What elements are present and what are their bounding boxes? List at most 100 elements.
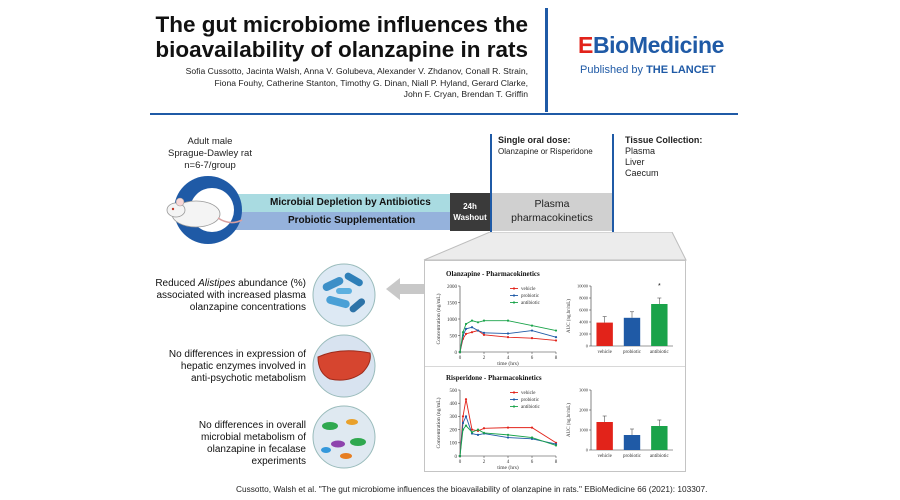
- data-point-vehicle: [530, 426, 534, 429]
- chart-title: Olanzapine - Pharmacokinetics: [446, 270, 540, 278]
- finding-line: microbial metabolism of: [200, 432, 306, 443]
- washout-duration: 24h: [463, 202, 477, 211]
- y-tick-label: 2000: [447, 285, 458, 290]
- authors-line: Sofia Cussotto, Jacinta Walsh, Anna V. G…: [185, 66, 528, 76]
- x-tick-label: 2: [483, 356, 486, 361]
- data-point-vehicle: [482, 333, 486, 336]
- category-label-antibiotic: antibiotic: [650, 454, 670, 459]
- tissue-timeline-line: [612, 134, 614, 232]
- data-point-antibiotic: [458, 454, 462, 458]
- data-point-antibiotic: [476, 321, 480, 324]
- data-point-vehicle: [482, 427, 486, 430]
- subject-description: Adult male Sprague-Dawley rat n=6-7/grou…: [160, 136, 260, 172]
- data-point-antibiotic: [530, 324, 534, 327]
- data-point-antibiotic: [506, 433, 510, 436]
- tissue-info: Tissue Collection: Plasma Liver Caecum: [625, 135, 702, 179]
- y-tick-label: 10000: [577, 284, 589, 289]
- y-tick-label: 400: [450, 402, 458, 407]
- y-tick-label: 2000: [579, 408, 589, 413]
- rat-illustration: [166, 176, 243, 244]
- data-point-antibiotic: [482, 431, 486, 434]
- y-tick-label: 1500: [447, 301, 458, 306]
- finding-line: associated with increased plasma: [156, 290, 306, 301]
- legend-label-vehicle: vehicle: [521, 287, 536, 292]
- legend-label-antibiotic: antibiotic: [521, 405, 541, 410]
- legend-marker-vehicle: [512, 287, 516, 290]
- data-point-vehicle: [554, 339, 558, 342]
- data-point-antibiotic: [506, 319, 510, 322]
- data-point-antibiotic: [530, 436, 534, 439]
- rat-eye: [171, 207, 175, 211]
- data-point-antibiotic: [476, 428, 480, 431]
- risperidone-pk-chart: Risperidone - Pharmacokinetics 0 100 200 300…: [435, 374, 558, 470]
- finding-genus: Alistipes: [198, 278, 236, 289]
- data-point-vehicle: [464, 398, 468, 401]
- journal-logo: EBioMedicine: [578, 32, 724, 59]
- author-list: Sofia Cussotto, Jacinta Walsh, Anna V. G…: [150, 66, 528, 101]
- pk-label: Plasma pharmacokinetics: [492, 197, 612, 225]
- results-connector: [423, 232, 687, 261]
- y-tick-label: 3000: [579, 388, 589, 393]
- data-point-vehicle: [506, 426, 510, 429]
- y-tick-label: 100: [450, 442, 458, 447]
- y-tick-label: 0: [455, 351, 458, 356]
- data-point-antibiotic: [461, 428, 465, 431]
- legend-marker-probiotic: [512, 398, 516, 401]
- x-tick-label: 0: [459, 356, 462, 361]
- y-tick-label: 2000: [579, 332, 589, 337]
- published-by-text: Published by: [580, 64, 643, 76]
- y-tick-label: 0: [586, 448, 589, 453]
- subject-line: Adult male: [187, 136, 233, 147]
- data-point-antibiotic: [461, 331, 465, 334]
- bacteria-icon: [312, 263, 376, 327]
- data-point-vehicle: [461, 415, 465, 418]
- lancet-name: THE LANCET: [646, 64, 716, 76]
- data-point-antibiotic: [470, 431, 474, 434]
- y-axis-label: Concentration (ng/mL): [435, 293, 442, 344]
- y-tick-label: 300: [450, 415, 458, 420]
- data-point-probiotic: [476, 329, 480, 332]
- publisher-line: Published by THE LANCET: [580, 64, 716, 76]
- y-tick-label: 1000: [447, 318, 458, 323]
- data-point-probiotic: [464, 415, 468, 418]
- tissue-title: Tissue Collection:: [625, 135, 703, 145]
- category-label-probiotic: probiotic: [623, 350, 642, 355]
- bar-vehicle: [596, 422, 613, 450]
- dose-timeline-line: [490, 134, 492, 232]
- data-point-antibiotic: [554, 444, 558, 447]
- y-tick-label: 6000: [579, 308, 589, 313]
- arrow-left-icon: [386, 278, 428, 300]
- data-point-vehicle: [506, 336, 510, 339]
- y-tick-label: 0: [455, 455, 458, 460]
- finding-line: anti-psychotic metabolism: [190, 373, 306, 384]
- x-tick-label: 4: [507, 460, 510, 465]
- data-point-probiotic: [464, 327, 468, 330]
- tissue-item: Liver: [625, 157, 645, 167]
- finding-liver: No differences in expression of hepatic …: [130, 349, 306, 385]
- x-tick-label: 6: [531, 460, 534, 465]
- legend-marker-antibiotic: [512, 301, 516, 304]
- data-point-probiotic: [476, 433, 480, 436]
- x-tick-label: 8: [555, 460, 558, 465]
- finding-microbiome: Reduced Alistipes abundance (%) associat…: [130, 278, 306, 314]
- journal-logo-bio: Bio: [592, 32, 629, 58]
- y-axis-label: AUC (ng.hr/mL): [567, 403, 572, 437]
- data-point-antibiotic: [458, 350, 462, 354]
- data-point-probiotic: [506, 436, 510, 439]
- rat-ear: [175, 197, 185, 207]
- data-point-probiotic: [530, 329, 534, 332]
- washout-box: 24h Washout: [450, 193, 490, 231]
- pk-line: pharmacokinetics: [511, 212, 593, 224]
- data-point-vehicle: [470, 428, 474, 431]
- data-point-probiotic: [506, 332, 510, 335]
- antibiotic-treatment-label: Microbial Depletion by Antibiotics: [270, 197, 431, 208]
- data-point-vehicle: [530, 337, 534, 340]
- probiotic-band: [232, 212, 450, 230]
- data-point-probiotic: [554, 336, 558, 339]
- y-tick-label: 1000: [579, 428, 589, 433]
- x-tick-label: 0: [459, 460, 462, 465]
- y-tick-label: 200: [450, 428, 458, 433]
- y-tick-label: 0: [586, 344, 589, 349]
- tissue-item: Plasma: [625, 146, 656, 156]
- legend-marker-vehicle: [512, 391, 516, 394]
